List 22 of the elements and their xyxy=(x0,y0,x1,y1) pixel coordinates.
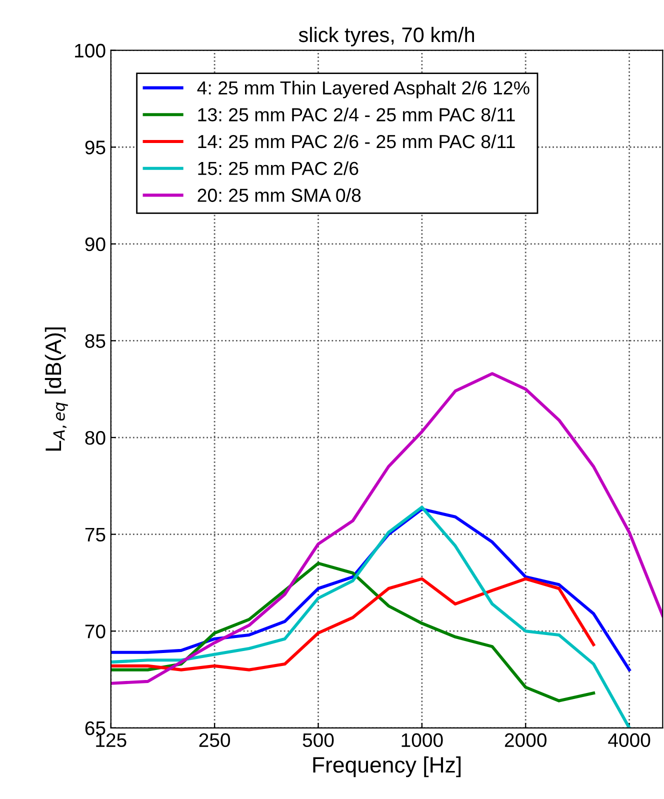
y-tick-label: 100 xyxy=(75,44,106,58)
x-tick-label: 125 xyxy=(96,733,126,748)
x-tick-label: 2000 xyxy=(504,733,546,748)
legend-label: 13: 25 mm PAC 2/4 - 25 mm PAC 8/11 xyxy=(198,108,515,122)
legend-label: 15: 25 mm PAC 2/6 xyxy=(198,161,358,176)
y-tick-label: 95 xyxy=(85,140,106,154)
y-tick-label: 80 xyxy=(85,430,106,445)
x-tick-label: 4000 xyxy=(608,733,650,748)
y-tick-label: 90 xyxy=(85,237,106,252)
chart-title: slick tyres, 70 km/h xyxy=(298,26,474,46)
legend-label: 4: 25 mm Thin Layered Asphalt 2/6 12% xyxy=(197,80,530,98)
y-axis-title: L$_{A,eq}$ [dB(A)] xyxy=(44,327,68,451)
x-tick-label: 500 xyxy=(302,733,334,748)
y-tick-label: 65 xyxy=(85,721,106,736)
legend-label: 20: 25 mm SMA 0/8 xyxy=(198,188,361,202)
x-axis-title: Frequency [Hz] xyxy=(313,756,461,778)
y-tick-label: 70 xyxy=(85,624,106,638)
y-tick-label: 85 xyxy=(85,334,106,348)
x-tick-label: 250 xyxy=(199,733,230,748)
legend-label: 14: 25 mm PAC 2/6 - 25 mm PAC 8/11 xyxy=(198,134,515,148)
y-tick-label: 75 xyxy=(85,528,106,542)
x-tick-label: 1000 xyxy=(402,733,443,748)
